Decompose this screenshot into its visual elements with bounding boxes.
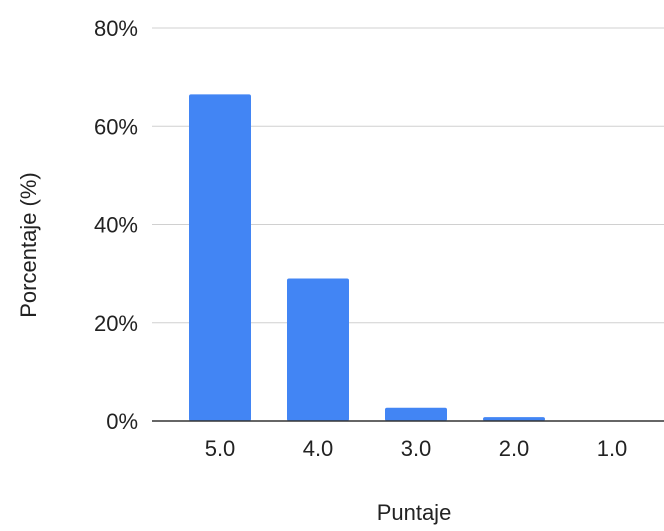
y-axis-ticks: 0% 20% 40% 60% 80% bbox=[94, 16, 138, 434]
bars bbox=[189, 94, 545, 421]
bar-3.0 bbox=[385, 407, 447, 421]
bar-4.0 bbox=[287, 278, 349, 421]
x-tick-label: 3.0 bbox=[401, 436, 432, 461]
y-tick-label: 60% bbox=[94, 114, 138, 139]
y-tick-label: 40% bbox=[94, 213, 138, 238]
x-tick-label: 1.0 bbox=[597, 436, 628, 461]
x-axis-title: Puntaje bbox=[377, 500, 452, 525]
x-axis-ticks: 5.0 4.0 3.0 2.0 1.0 bbox=[205, 436, 628, 461]
x-tick-label: 4.0 bbox=[303, 436, 334, 461]
y-tick-label: 0% bbox=[106, 409, 138, 434]
y-axis-title: Porcentaje (%) bbox=[16, 172, 41, 318]
x-tick-label: 5.0 bbox=[205, 436, 236, 461]
y-tick-label: 20% bbox=[94, 311, 138, 336]
bar-2.0 bbox=[483, 417, 545, 421]
x-tick-label: 2.0 bbox=[499, 436, 530, 461]
bar-5.0 bbox=[189, 94, 251, 421]
y-tick-label: 80% bbox=[94, 16, 138, 41]
